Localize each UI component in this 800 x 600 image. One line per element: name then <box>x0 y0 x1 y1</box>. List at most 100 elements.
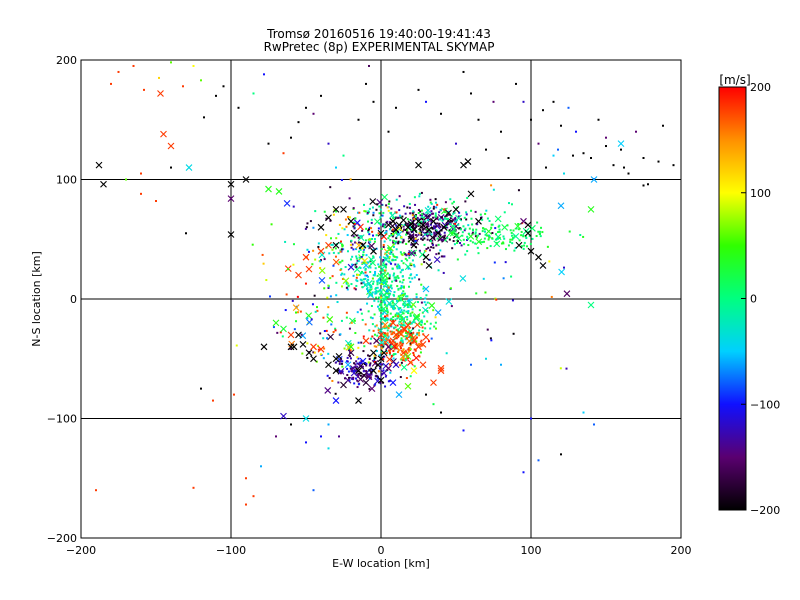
data-point-dot <box>418 309 421 312</box>
data-point-dot <box>386 317 389 320</box>
data-point-dot <box>471 241 474 244</box>
data-point-dot <box>392 243 395 246</box>
data-point-dot <box>421 213 424 216</box>
data-point-dot <box>158 76 160 79</box>
data-point-dot <box>441 218 444 221</box>
data-point-dot <box>339 358 342 361</box>
data-point-dot <box>445 352 448 355</box>
data-point-dot <box>456 241 459 244</box>
data-point-dot <box>392 357 395 360</box>
data-point-dot <box>391 235 394 238</box>
data-point-dot <box>397 351 400 354</box>
data-point-dot <box>307 250 310 253</box>
data-point-dot <box>295 311 298 314</box>
y-tick-label: 200 <box>56 54 77 67</box>
data-point-dot <box>315 360 318 363</box>
data-point-cross <box>407 235 415 243</box>
data-point-dot <box>399 251 402 254</box>
data-point-cross <box>515 241 523 249</box>
data-point-dot <box>356 311 359 314</box>
data-point-dot <box>511 238 514 241</box>
data-point-dot <box>520 234 523 237</box>
data-point-dot <box>512 236 515 239</box>
data-point-dot <box>402 357 405 360</box>
data-point-dot <box>389 252 392 255</box>
data-point-dot <box>395 198 398 201</box>
data-point-dot <box>400 361 403 364</box>
data-point-dot <box>413 365 416 368</box>
data-point-dot <box>410 263 413 266</box>
data-point-cross <box>400 325 407 333</box>
data-point-cross <box>272 319 280 327</box>
data-point-dot <box>410 305 413 308</box>
data-point-cross <box>425 262 433 269</box>
data-point-dot <box>338 370 341 373</box>
data-point-dot <box>440 411 442 414</box>
data-point-dot <box>355 360 358 363</box>
data-point-dot <box>422 216 425 219</box>
data-point-dot <box>490 223 493 226</box>
data-point-dot <box>503 237 506 240</box>
data-point-dot <box>402 349 405 352</box>
data-point-dot <box>384 317 387 320</box>
data-point-cross <box>324 387 332 394</box>
data-point-dot <box>356 273 359 276</box>
data-point-dot <box>295 320 298 323</box>
data-point-dot <box>335 237 338 240</box>
data-point-dot <box>397 263 400 266</box>
data-point-dot <box>575 130 577 133</box>
data-point-dot <box>415 340 418 343</box>
data-point-dot <box>400 309 403 312</box>
data-point-dot <box>449 223 452 226</box>
data-point-dot <box>386 309 389 312</box>
data-point-dot <box>417 212 420 215</box>
data-point-dot <box>388 235 391 238</box>
data-point-dot <box>398 214 401 217</box>
data-point-cross <box>332 241 340 249</box>
data-point-dot <box>536 221 539 224</box>
data-point-cross <box>413 313 421 320</box>
data-point-dot <box>360 360 363 363</box>
data-point-dot <box>427 223 430 226</box>
data-point-dot <box>454 222 457 225</box>
data-point-dot <box>372 214 375 217</box>
data-point-dot <box>393 229 396 232</box>
data-point-dot <box>352 207 355 210</box>
data-point-dot <box>442 271 445 274</box>
data-point-dot <box>329 186 332 189</box>
data-point-dot <box>356 234 359 237</box>
data-point-dot <box>408 221 411 224</box>
data-point-cross <box>441 207 448 215</box>
data-point-dot <box>380 343 383 346</box>
data-point-dot <box>420 339 423 342</box>
data-point-dot <box>332 264 335 267</box>
data-point-dot <box>351 255 354 258</box>
data-point-dot <box>366 302 369 305</box>
data-point-dot <box>379 208 382 211</box>
data-point-dot <box>420 237 423 240</box>
data-point-dot <box>381 214 384 217</box>
data-point-cross <box>539 262 547 269</box>
data-point-dot <box>567 106 570 109</box>
data-point-dot <box>290 423 292 426</box>
data-point-dot <box>263 73 265 76</box>
data-point-dot <box>377 300 380 303</box>
data-point-dot <box>418 192 421 195</box>
data-point-dot <box>409 314 412 317</box>
data-point-dot <box>323 330 326 333</box>
data-point-dot <box>408 300 411 303</box>
data-point-dot <box>346 367 349 370</box>
data-point-dot <box>387 324 390 327</box>
data-point-cross <box>167 142 175 150</box>
data-point-dot <box>389 303 392 306</box>
data-point-dot <box>348 197 351 200</box>
data-point-dot <box>448 238 451 241</box>
data-point-dot <box>495 233 498 236</box>
data-point-cross <box>325 361 332 369</box>
data-point-dot <box>360 341 363 344</box>
data-point-dot <box>366 354 369 357</box>
data-point-dot <box>317 348 320 351</box>
data-point-dot <box>469 239 472 242</box>
data-point-dot <box>339 372 342 375</box>
